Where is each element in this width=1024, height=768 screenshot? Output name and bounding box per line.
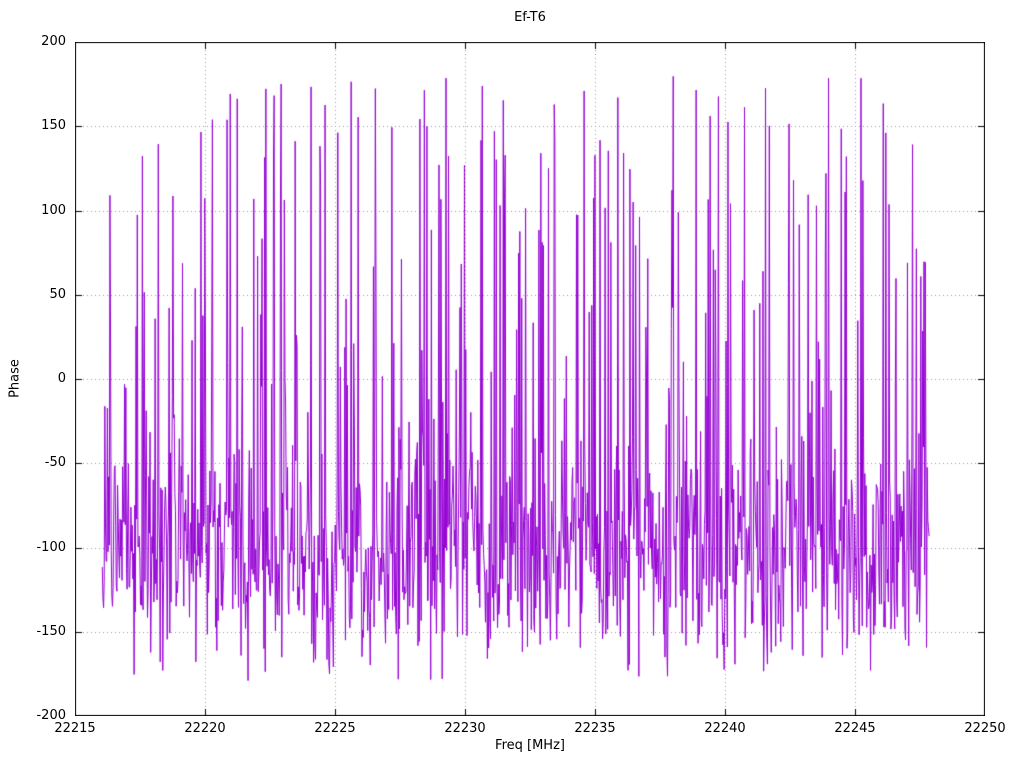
y-tick-label: -200 <box>36 708 66 723</box>
y-tick-label: -100 <box>36 539 66 555</box>
x-tick-label: 22245 <box>834 721 876 736</box>
y-tick-label: 50 <box>49 286 66 302</box>
y-tick-label: -150 <box>36 623 66 639</box>
x-tick-label: 22225 <box>314 721 356 736</box>
plot-area <box>75 42 985 716</box>
x-tick-label: 22230 <box>444 721 486 736</box>
y-tick-label: -50 <box>44 455 66 471</box>
x-tick-label: 22250 <box>964 721 1006 736</box>
x-axis-label: Freq [MHz] <box>495 738 565 753</box>
x-tick-label: 22215 <box>54 721 96 736</box>
y-tick-label: 150 <box>41 118 66 134</box>
x-tick-label: 22235 <box>574 721 616 736</box>
y-tick-label: 0 <box>57 371 66 386</box>
y-tick-label: 100 <box>41 202 66 218</box>
y-tick-label: 200 <box>41 34 66 49</box>
chart-title: Ef-T6 <box>514 10 546 25</box>
x-tick-label: 22240 <box>704 721 746 736</box>
x-tick-label: 22220 <box>184 721 226 736</box>
